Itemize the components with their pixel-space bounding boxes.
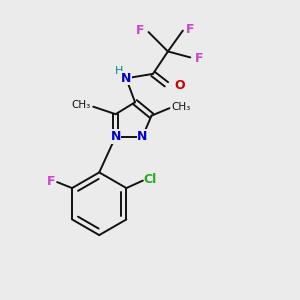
Text: N: N (121, 72, 131, 85)
Text: F: F (47, 175, 56, 188)
Text: H: H (115, 66, 123, 76)
Text: CH₃: CH₃ (72, 100, 91, 110)
Text: O: O (174, 79, 184, 92)
Text: CH₃: CH₃ (172, 102, 191, 112)
Text: N: N (110, 130, 121, 143)
Text: F: F (195, 52, 203, 65)
Text: F: F (136, 24, 144, 37)
Text: Cl: Cl (144, 173, 157, 186)
Text: N: N (137, 130, 148, 143)
Text: F: F (186, 22, 194, 36)
